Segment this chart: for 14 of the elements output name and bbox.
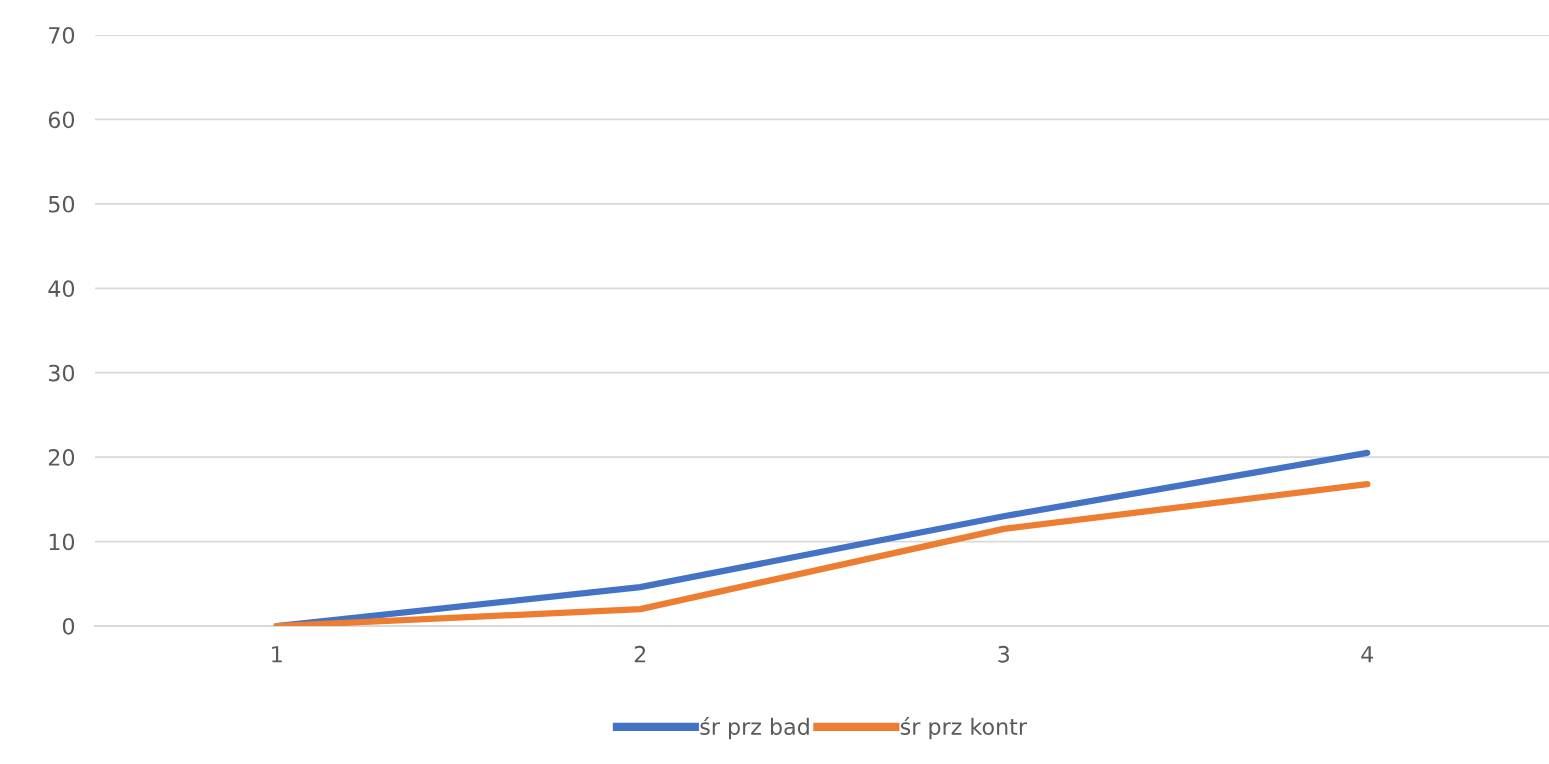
y-tick-label: 60: [48, 111, 75, 129]
x-tick-label: 3: [998, 645, 1010, 663]
y-tick-label: 0: [62, 617, 75, 635]
y-tick-label: 70: [49, 26, 75, 44]
y-tick-label: 40: [48, 280, 75, 298]
x-tick-label: 1: [272, 646, 282, 663]
y-tick-label: 20: [48, 449, 75, 466]
y-tick-label: 50: [48, 195, 75, 213]
y-tick-label: 30: [48, 364, 75, 382]
legend-label: śr prz kontr: [900, 716, 1028, 740]
x-tick-label: 4: [1361, 646, 1374, 663]
x-tick-label: 2: [634, 645, 646, 663]
y-tick-label: 10: [49, 533, 75, 551]
legend-label: śr prz bad: [700, 716, 809, 740]
